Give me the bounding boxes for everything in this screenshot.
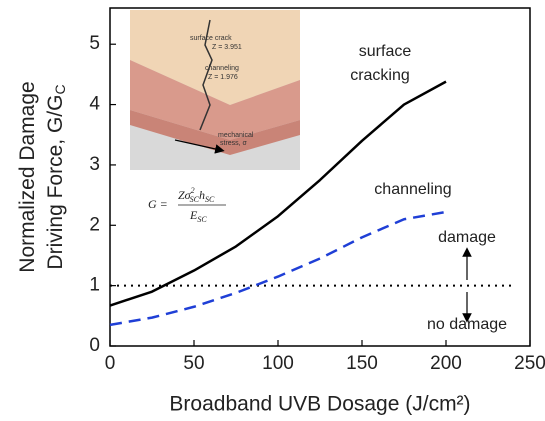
y-tick-label: 3 <box>89 154 100 175</box>
t: SC <box>205 195 215 204</box>
x-tick-label: 100 <box>262 353 294 374</box>
y-tick-label: 4 <box>89 94 100 115</box>
inset-illustration: surface crack Z = 3.951 channeling Z = 1… <box>130 10 300 170</box>
x-tick-label: 0 <box>105 353 116 374</box>
t: 2 <box>191 186 195 195</box>
x-tick-label: 150 <box>346 353 378 374</box>
series-line <box>110 212 446 325</box>
t: SC <box>197 215 207 224</box>
y-label-line: Normalized Damage <box>16 81 39 272</box>
chart: surface crack Z = 3.951 channeling Z = 1… <box>0 0 545 421</box>
y-tick-label: 1 <box>89 275 100 296</box>
inset-label: mechanical <box>218 132 254 139</box>
y-label-line: Driving Force, G/G <box>44 95 67 270</box>
inset-label: surface crack <box>190 35 232 42</box>
inset-label: channeling <box>205 65 239 72</box>
y-tick-label: 2 <box>89 214 100 235</box>
y-tick-label: 5 <box>89 33 100 54</box>
x-tick-label: 200 <box>430 353 462 374</box>
annotation: no damage <box>427 316 507 333</box>
formula-den: ESC <box>189 208 207 224</box>
formula-lhs: G = <box>148 197 168 211</box>
inset-label: stress, σ <box>220 140 248 147</box>
annotation: damage <box>438 229 496 246</box>
inset-label: Z = 1.976 <box>208 74 238 81</box>
x-tick-label: 50 <box>183 353 204 374</box>
y-tick-label: 0 <box>89 335 100 356</box>
series-label: channeling <box>374 181 451 198</box>
x-axis-label: Broadband UVB Dosage (J/cm²) <box>169 393 470 416</box>
x-tick-label: 250 <box>514 353 545 374</box>
y-label-sub: C <box>52 84 68 94</box>
y-label-line: Driving Force, G/GC <box>44 84 68 269</box>
series-label: surface <box>359 43 412 60</box>
series-label: cracking <box>350 67 410 84</box>
inset-label: Z = 3.951 <box>212 44 242 51</box>
